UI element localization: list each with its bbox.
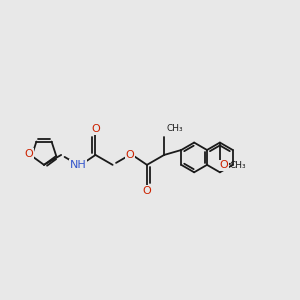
Text: CH₃: CH₃	[166, 124, 183, 133]
Text: O: O	[142, 186, 151, 196]
Text: O: O	[24, 149, 33, 159]
Text: O: O	[91, 124, 100, 134]
Text: O: O	[220, 160, 228, 170]
Text: NH: NH	[70, 160, 87, 170]
Text: CH₃: CH₃	[230, 161, 246, 170]
Text: O: O	[125, 150, 134, 160]
